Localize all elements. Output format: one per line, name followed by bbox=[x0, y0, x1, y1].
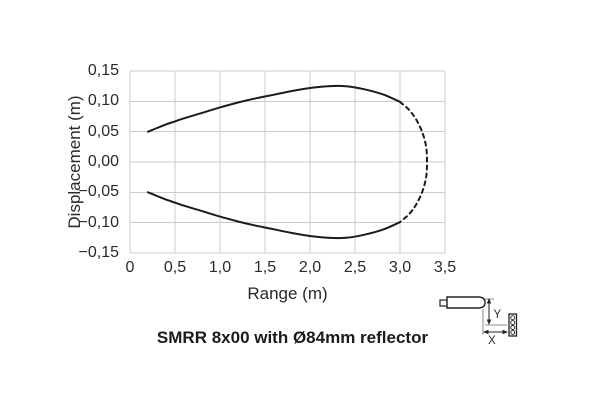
y-dimension-arrow-down-icon bbox=[486, 319, 492, 325]
curve-lower-boundary-solid bbox=[147, 191, 401, 240]
sensor-body-icon bbox=[446, 296, 486, 309]
y-dimension-label: Y bbox=[494, 309, 502, 321]
y-dimension-arrow-up-icon bbox=[486, 298, 492, 304]
x-tick-label: 3,0 bbox=[388, 259, 412, 276]
x-tick-label: 2,5 bbox=[343, 259, 367, 276]
x-tick-label: 3,5 bbox=[433, 259, 457, 276]
x-tick-label: 1,5 bbox=[253, 259, 277, 276]
y-tick-label: 0,05 bbox=[87, 122, 119, 140]
x-tick-label: 0 bbox=[125, 259, 135, 276]
x-tick-label: 1,0 bbox=[208, 259, 232, 276]
y-tick-label: −0,15 bbox=[78, 244, 119, 261]
x-dimension-label: X bbox=[488, 335, 496, 347]
y-tick-label: 0,15 bbox=[87, 62, 119, 79]
y-tick-label: −0,05 bbox=[78, 183, 119, 201]
x-tick-label: 0,5 bbox=[163, 259, 187, 276]
figure-caption: SMRR 8x00 with Ø84mm reflector bbox=[156, 328, 429, 347]
curve-far-closure-dashed bbox=[399, 100, 429, 224]
reflector-cell-icon bbox=[510, 329, 516, 335]
reflector-cell-icon bbox=[510, 325, 516, 330]
curve-upper-boundary-solid bbox=[147, 84, 401, 133]
y-tick-label: 0,00 bbox=[87, 153, 119, 170]
sensor-connector-icon bbox=[439, 299, 448, 307]
x-dimension-arrow-right-icon bbox=[502, 329, 508, 335]
reflector-cell-icon bbox=[510, 315, 516, 321]
x-tick-label: 2,0 bbox=[298, 259, 322, 276]
reflector-cell-icon bbox=[510, 320, 516, 326]
x-axis-title: Range (m) bbox=[247, 284, 328, 303]
y-tick-label: −0,10 bbox=[78, 213, 119, 231]
x-dimension-arrow-left-icon bbox=[483, 329, 489, 335]
sensor-reflector-diagram: Y X bbox=[439, 296, 518, 347]
y-tick-label: 0,10 bbox=[87, 92, 119, 110]
